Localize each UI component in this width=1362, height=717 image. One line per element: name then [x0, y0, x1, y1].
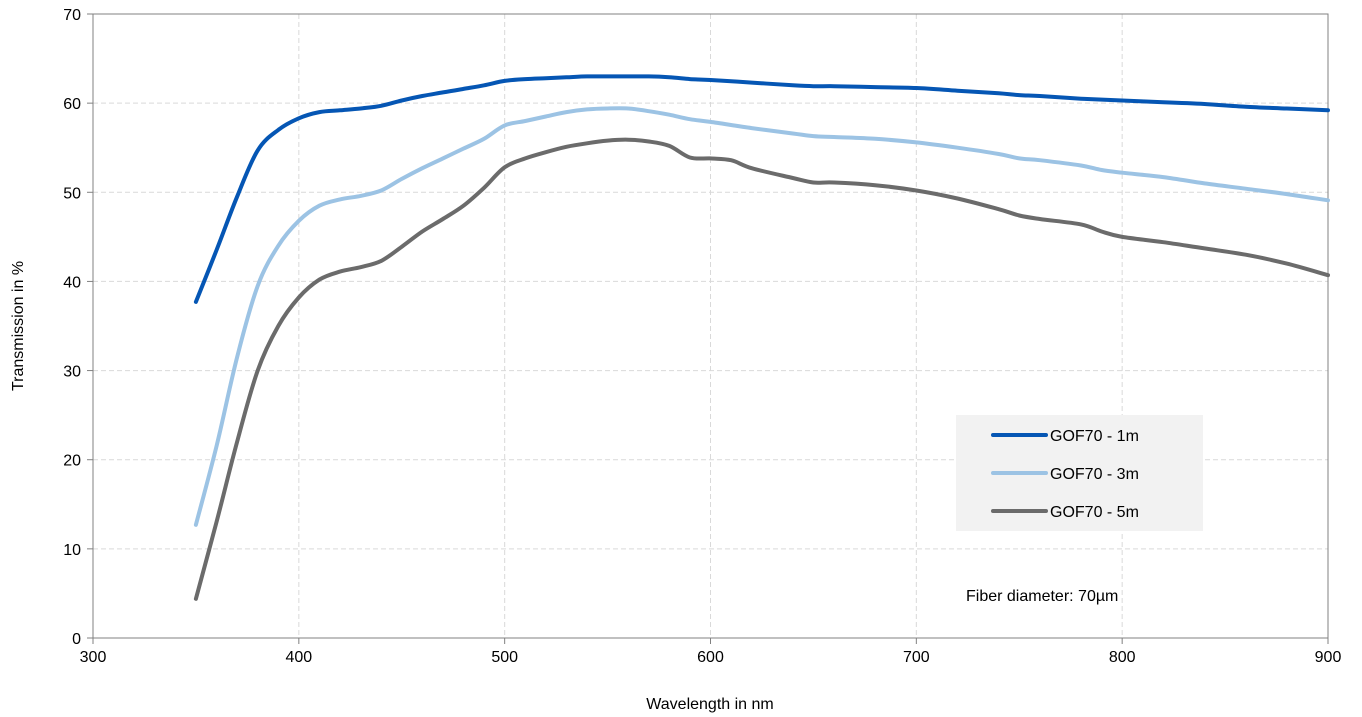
- legend-label-gof70-3m: GOF70 - 3m: [1050, 466, 1139, 483]
- y-tick-label: 10: [63, 542, 81, 559]
- x-tick-label: 400: [285, 649, 312, 666]
- x-tick-label: 700: [903, 649, 930, 666]
- x-tick-label: 300: [80, 649, 107, 666]
- x-tick-label: 600: [697, 649, 724, 666]
- y-tick-label: 20: [63, 453, 81, 470]
- legend-label-gof70-1m: GOF70 - 1m: [1050, 428, 1139, 445]
- y-tick-label: 30: [63, 364, 81, 381]
- y-tick-label: 70: [63, 7, 81, 24]
- legend: GOF70 - 1m GOF70 - 3m GOF70 - 5m: [956, 415, 1203, 531]
- axis-ticks: 0 10 20 30 40 50 60 70 300 400 500 600 700 800 900: [63, 7, 1341, 666]
- series-line-gof70-3m: [193, 106, 1330, 527]
- y-tick-label: 60: [63, 96, 81, 113]
- series-layer: [193, 74, 1330, 601]
- legend-label-gof70-5m: GOF70 - 5m: [1050, 504, 1139, 521]
- y-tick-label: 50: [63, 185, 81, 202]
- x-tick-label: 900: [1315, 649, 1342, 666]
- x-axis-title: Wavelength in nm: [646, 696, 773, 713]
- y-tick-label: 0: [72, 631, 81, 648]
- series-line-gof70-1m: [193, 74, 1330, 304]
- series-line-gof70-5m: [193, 137, 1330, 601]
- y-tick-label: 40: [63, 274, 81, 291]
- fiber-diameter-note: Fiber diameter: 70µm: [966, 588, 1118, 605]
- x-tick-label: 800: [1109, 649, 1136, 666]
- x-tick-label: 500: [491, 649, 518, 666]
- y-axis-title: Transmission in %: [10, 261, 27, 391]
